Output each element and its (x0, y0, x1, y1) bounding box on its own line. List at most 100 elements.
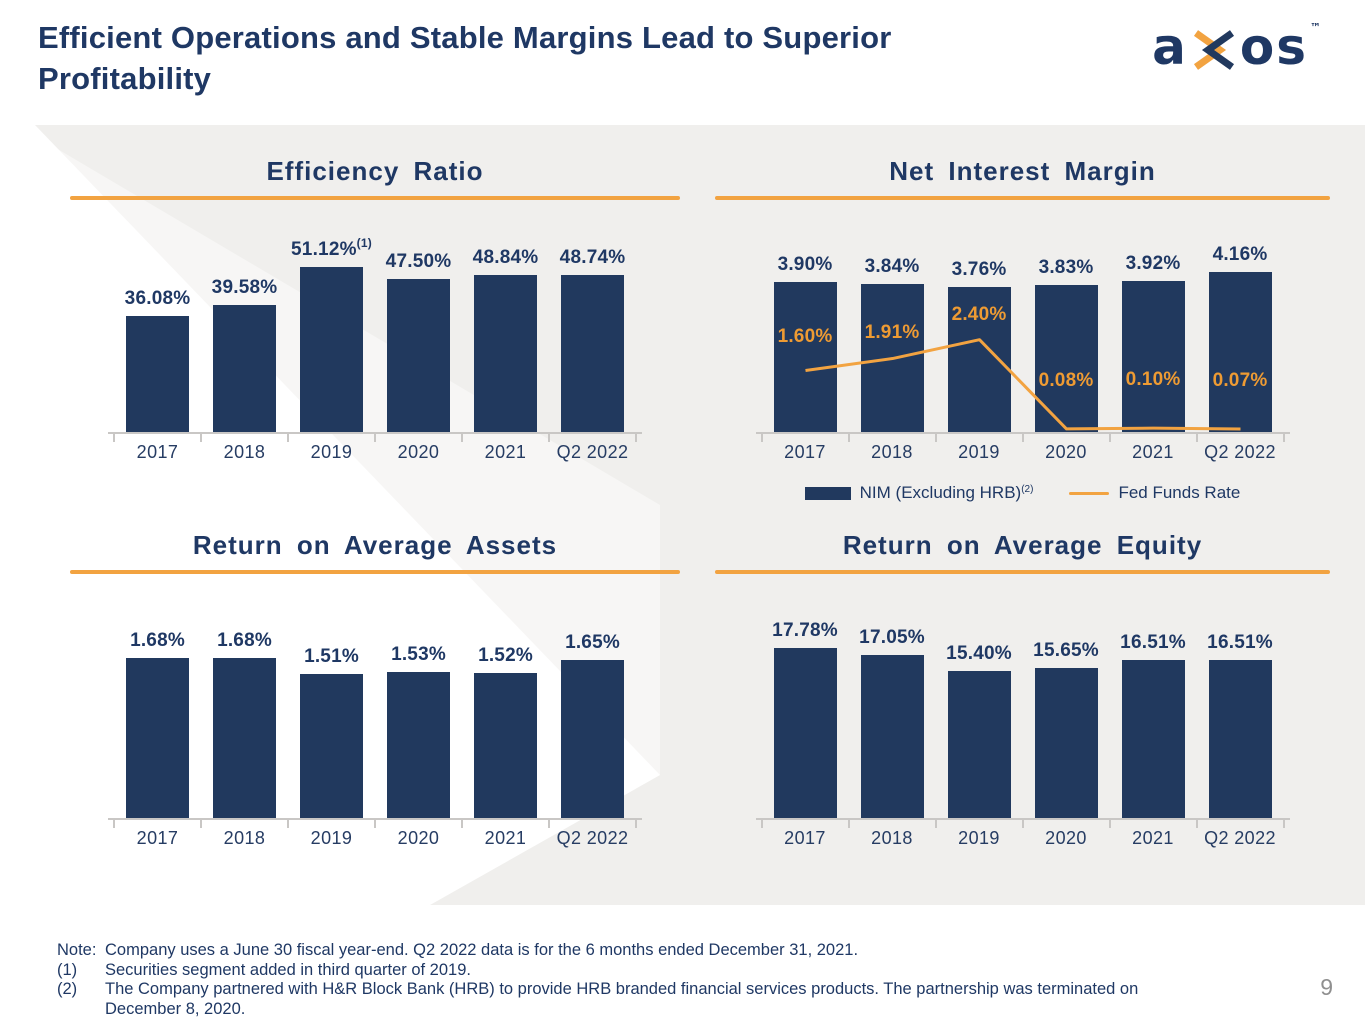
x-axis-label: 2017 (136, 442, 179, 462)
axis-tick (934, 820, 937, 828)
bar-value-label: 1.65% (565, 632, 620, 653)
axis-tick (934, 434, 937, 442)
x-axis-line (108, 432, 642, 434)
axis-tick (847, 434, 850, 442)
axis-tick (374, 820, 376, 828)
bar-value-label: 15.40% (946, 643, 1012, 664)
axis-tick (113, 434, 115, 442)
x-axis-line (108, 818, 642, 820)
bar-2019 (300, 674, 363, 818)
bar-value-label: 36.08% (124, 288, 191, 309)
bar-value-label: 1.68% (217, 630, 272, 651)
charts-band: Efficiency Ratio 36.08% 39.58% 51.12%(1) 47… (0, 125, 1365, 905)
axis-tick (635, 820, 637, 828)
axis-tick (1021, 820, 1024, 828)
axis-tick (548, 820, 550, 828)
x-axis-label: 2019 (310, 442, 353, 462)
chart-return-on-average-assets: Return on Average Assets 1.68% 1.68% 1.51%… (70, 524, 680, 849)
line-value-label: 1.60% (777, 326, 833, 348)
axis-tick (113, 820, 115, 828)
axis-tick (1282, 820, 1285, 828)
chart-title-underline (715, 570, 1330, 574)
bar-value-label: 3.84% (864, 256, 920, 277)
chart-title-underline (70, 196, 680, 200)
x-axis-label: 2020 (1045, 442, 1087, 462)
legend-item-nim: NIM (Excluding HRB)(2) (804, 483, 1034, 503)
bar-plot: 17.78% 17.05% 15.40% 15.65% 16.51% 16.51% (755, 578, 1290, 828)
x-axis-label: 2018 (871, 442, 913, 462)
bar-value-label: 48.84% (472, 247, 539, 268)
chart-title-underline (715, 196, 1330, 200)
x-axis-label: 2019 (310, 828, 353, 848)
x-axis-line (755, 432, 1290, 434)
legend-label: NIM (Excluding HRB)(2) (859, 483, 1034, 502)
footnote-2-prefix: (2) (57, 980, 78, 998)
axis-tick (461, 434, 463, 442)
bar-value-label: 51.12%(1) (291, 236, 372, 260)
bar-2017 (126, 316, 189, 432)
axis-tick (461, 820, 463, 828)
bar-value-label: 1.51% (304, 646, 359, 667)
legend-item-fed-funds-rate: Fed Funds Rate (1069, 483, 1240, 503)
axis-tick (200, 820, 202, 828)
line-value-label: 1.91% (864, 321, 920, 343)
bar-value-label: 16.51% (1120, 632, 1186, 653)
footnote-marker: (2) (1021, 484, 1034, 495)
bar-plot: 36.08% 39.58% 51.12%(1) 47.50% 48.84% 48.74% (108, 204, 642, 442)
legend-bar-swatch (804, 486, 851, 500)
bar-value-label: 17.78% (772, 620, 838, 641)
logo-trademark: ™ (1310, 21, 1321, 34)
bar-2020 (1034, 668, 1098, 818)
slide-footer: Note: Company uses a June 30 fiscal year… (0, 905, 1365, 1023)
line-value-label: 0.08% (1038, 369, 1094, 391)
x-axis-labels: 2017 2018 2019 2020 2021 Q2 2022 (114, 442, 636, 463)
axis-tick (1282, 434, 1285, 442)
bar-Q2 2022 (561, 660, 624, 818)
bar-value-label: 4.16% (1212, 244, 1268, 265)
x-axis-label: Q2 2022 (1204, 828, 1276, 848)
bar-2017 (126, 658, 189, 818)
bar-value-label: 1.53% (391, 644, 446, 665)
x-axis-label: 2020 (1045, 828, 1087, 848)
logo-x-icon (1193, 30, 1234, 70)
x-axis-label: 2021 (1132, 442, 1174, 462)
footnote-marker: (1) (356, 236, 372, 250)
bar-2021 (474, 673, 537, 818)
bar-value-label: 3.83% (1038, 257, 1094, 278)
bar-value-label: 1.68% (130, 630, 185, 651)
bar-value-label: 47.50% (385, 251, 452, 272)
axis-tick (760, 434, 763, 442)
line-value-label: 0.10% (1125, 369, 1181, 391)
x-axis-label: 2021 (484, 442, 527, 462)
bar-line-plot: 3.90% 3.84% 3.76% 3.83% 3.92% 4.16% 1.60% 1.91%… (755, 204, 1290, 442)
axis-tick (374, 434, 376, 442)
chart-net-interest-margin: Net Interest Margin 3.90% 3.84% 3.76% 3.83%… (715, 150, 1330, 503)
note-text: Company uses a June 30 fiscal year-end. … (105, 941, 859, 959)
note-prefix: Note: (57, 941, 97, 959)
bar-Q2 2022 (561, 275, 624, 432)
footnote-1-prefix: (1) (57, 960, 78, 979)
line-value-label: 0.07% (1212, 370, 1268, 391)
footnote-1-text: Securities segment added in third quarte… (105, 960, 471, 979)
x-axis-label: Q2 2022 (556, 828, 629, 848)
bar-Q2 2022 (1208, 660, 1272, 818)
x-axis-label: Q2 2022 (556, 442, 629, 462)
axis-tick (287, 434, 289, 442)
x-axis-label: 2020 (397, 442, 440, 462)
line-value-label: 2.40% (951, 303, 1007, 325)
chart-efficiency-ratio: Efficiency Ratio 36.08% 39.58% 51.12%(1) 47… (70, 150, 680, 463)
chart-title-underline (70, 570, 680, 574)
axis-tick (1108, 820, 1111, 828)
chart-return-on-average-equity: Return on Average Equity 17.78% 17.05% 15.… (715, 524, 1330, 849)
chart-title: Net Interest Margin (889, 156, 1156, 186)
bar-value-label: 17.05% (859, 627, 925, 648)
axis-tick (200, 434, 202, 442)
chart-title: Efficiency Ratio (266, 156, 484, 186)
fed-funds-rate-line (804, 338, 1241, 431)
x-axis-label: 2021 (484, 828, 527, 848)
bar-2018 (213, 658, 276, 818)
chart-title: Return on Average Assets (192, 530, 558, 560)
logo-letter-o: o (1239, 18, 1277, 76)
x-axis-label: 2021 (1132, 828, 1174, 848)
x-axis-label: 2019 (958, 828, 1000, 848)
